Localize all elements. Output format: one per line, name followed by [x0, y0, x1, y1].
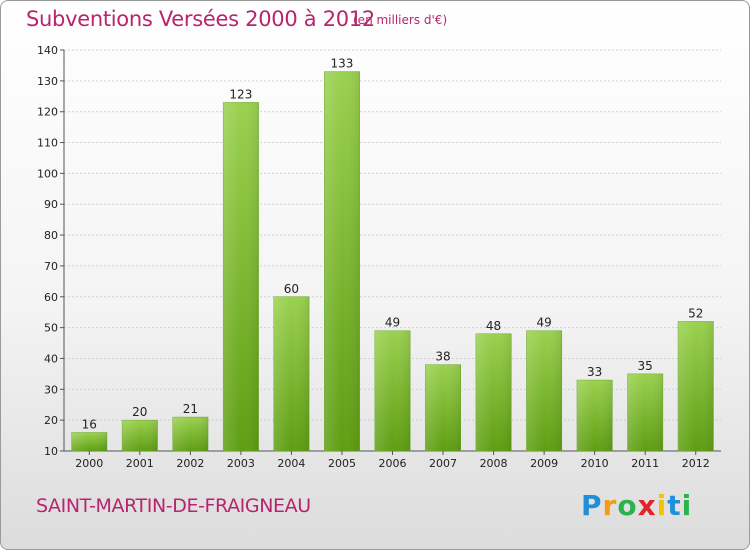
value-label-2012: 52	[688, 306, 703, 320]
x-tick-label-2008: 2008	[480, 457, 508, 470]
y-tick-label: 70	[44, 260, 58, 273]
value-label-2010: 33	[587, 365, 602, 379]
y-tick-label: 30	[44, 383, 58, 396]
y-tick-label: 100	[37, 167, 58, 180]
bar-shine-2008	[475, 333, 512, 451]
value-label-2002: 21	[183, 402, 198, 416]
y-tick-label: 140	[37, 44, 58, 57]
y-tick-label: 50	[44, 322, 58, 335]
bar-shine-2007	[425, 364, 461, 451]
y-tick-label: 110	[37, 137, 58, 150]
bar-shine-2012	[678, 321, 714, 451]
chart-title: Subventions Versées 2000 à 2012	[26, 7, 375, 31]
y-tick-labels: 10 20 30 40 50 60 70 80 90 100 110 120 130 140	[37, 44, 64, 458]
y-tick-label: 80	[44, 229, 58, 242]
x-tick-label-2006: 2006	[379, 457, 407, 470]
commune-name: SAINT-MARTIN-DE-FRAIGNEAU	[36, 495, 311, 517]
chart-subtitle: (en milliers d'€)	[353, 13, 448, 27]
x-tick-label-2004: 2004	[277, 457, 305, 470]
bar-shine-2001	[122, 420, 158, 451]
bar-shine-2005	[324, 71, 360, 451]
bar-shine-2010	[576, 380, 613, 451]
value-label-2005: 133	[331, 57, 354, 71]
x-tick-label-2001: 2001	[126, 457, 154, 470]
x-tick-label-2012: 2012	[682, 457, 710, 470]
bars	[71, 71, 714, 452]
value-label-2011: 35	[638, 359, 653, 373]
value-label-2008: 48	[486, 319, 501, 333]
x-tick-label-2000: 2000	[75, 457, 103, 470]
bar-shine-2006	[374, 330, 411, 451]
x-tick-label-2007: 2007	[429, 457, 457, 470]
value-label-2004: 60	[284, 282, 299, 296]
x-tick-labels: 2000 2001 2002 2003 2004 2005 2006 2007 2008 2009…	[75, 451, 710, 470]
value-label-2009: 49	[536, 316, 551, 330]
bar-shine-2004	[273, 296, 310, 451]
value-label-2001: 20	[132, 405, 147, 419]
x-tick-label-2009: 2009	[530, 457, 558, 470]
y-tick-label: 10	[44, 445, 58, 458]
x-tick-label-2011: 2011	[631, 457, 659, 470]
x-tick-label-2010: 2010	[581, 457, 609, 470]
y-tick-label: 40	[44, 352, 58, 365]
x-tick-label-2002: 2002	[176, 457, 204, 470]
bar-shine-2009	[526, 330, 562, 451]
bar-shine-2003	[223, 102, 259, 451]
y-tick-label: 130	[37, 75, 58, 88]
value-label-2000: 16	[82, 417, 97, 431]
y-tick-label: 90	[44, 198, 58, 211]
value-label-2006: 49	[385, 316, 400, 330]
value-label-2007: 38	[435, 350, 450, 364]
x-tick-label-2003: 2003	[227, 457, 255, 470]
bar-shine-2000	[71, 432, 107, 451]
bar-shine-2002	[172, 417, 209, 451]
value-label-2003: 123	[229, 87, 252, 101]
x-tick-label-2005: 2005	[328, 457, 356, 470]
proxiti-logo: Proxiti	[581, 489, 693, 522]
bar-shine-2011	[627, 373, 663, 451]
y-tick-label: 60	[44, 291, 58, 304]
y-tick-label: 20	[44, 414, 58, 427]
y-tick-label: 120	[37, 106, 58, 119]
value-labels: 16 20 21 123 60 133 49 38 48 49 33 35 52	[82, 57, 704, 432]
